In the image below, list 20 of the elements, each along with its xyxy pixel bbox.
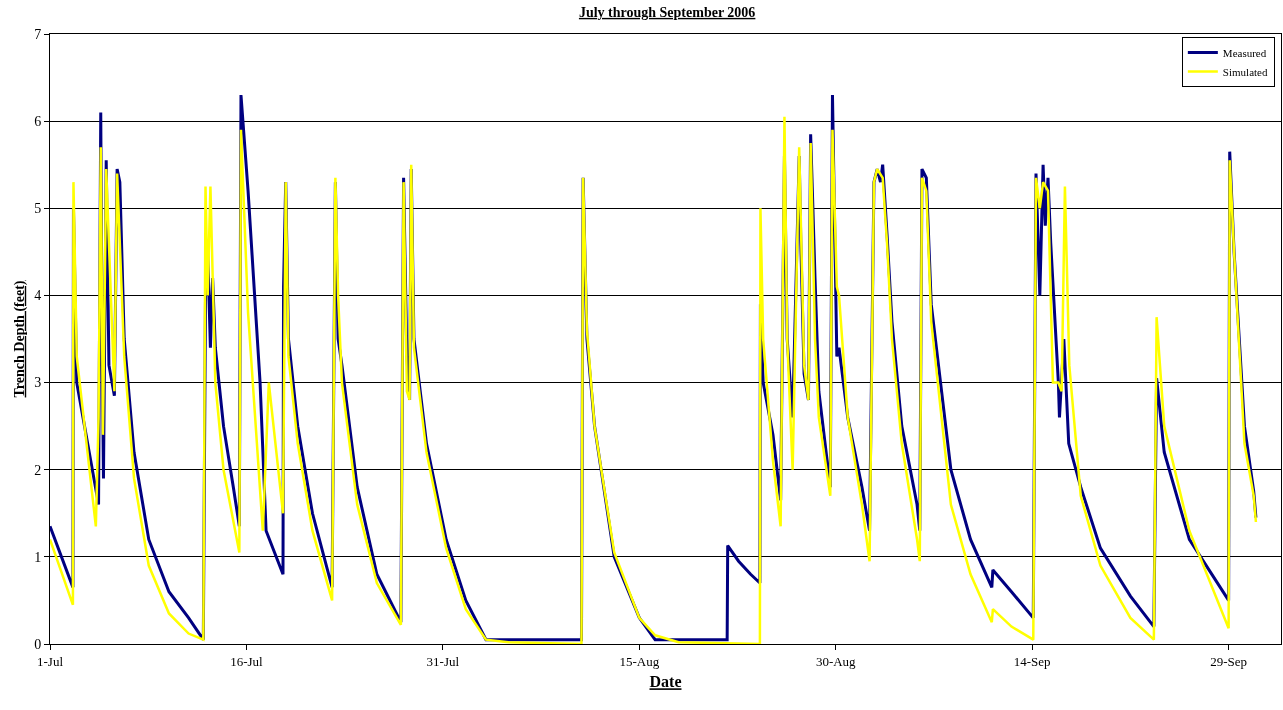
legend-label: Simulated [1222,65,1268,78]
y-tick-label: 7 [34,26,42,42]
chart-title: July through September 2006 [578,4,756,20]
x-axis-title: Date [649,673,682,691]
legend-label: Measured [1222,46,1267,59]
y-axis-title: Trench Depth (feet) [11,280,28,398]
y-tick-label: 5 [34,201,42,217]
x-tick-label: 30-Aug [815,653,857,669]
y-tick-label: 1 [34,549,42,565]
y-tick-label: 3 [34,375,42,391]
y-tick-label: 2 [34,462,42,478]
x-tick-label: 29-Sep [1210,653,1248,669]
x-tick-label: 14-Sep [1013,653,1051,669]
y-tick-label: 6 [34,114,42,130]
y-tick-label: 4 [34,288,42,304]
y-tick-label: 0 [34,636,42,652]
x-tick-label: 15-Aug [619,653,660,669]
x-tick-label: 16-Jul [230,653,264,669]
x-tick-label: 1-Jul [37,653,64,669]
x-tick-label: 31-Jul [426,653,460,669]
